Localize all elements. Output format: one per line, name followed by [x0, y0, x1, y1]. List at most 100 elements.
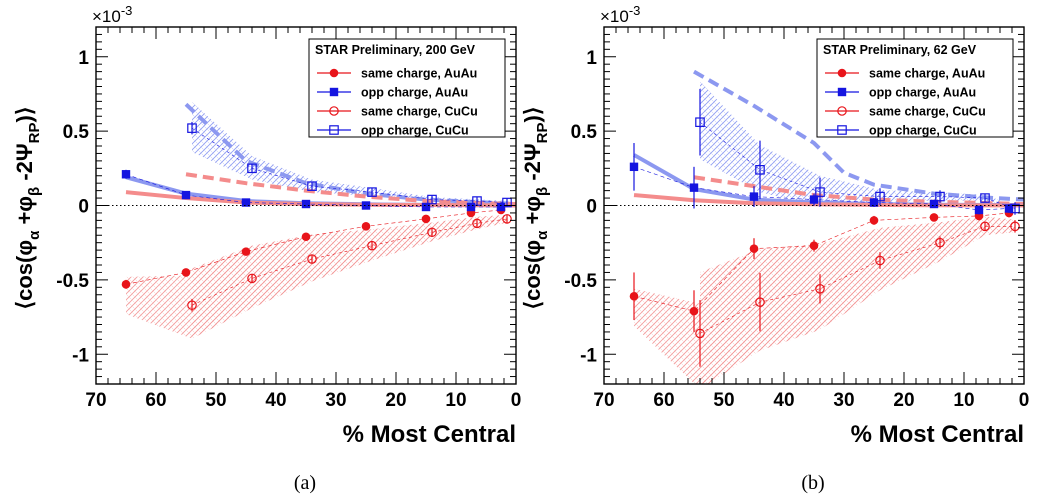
- y-tick-label: 1: [78, 48, 89, 69]
- data-point: [815, 283, 825, 294]
- data-point: [361, 201, 371, 210]
- y-tick-label: -1: [580, 345, 597, 366]
- cucu-same-band: [192, 214, 507, 339]
- x-tick-label: 40: [265, 390, 286, 411]
- data-point: [755, 165, 765, 175]
- series-same-charge-cucu: [187, 214, 512, 312]
- x-tick-label: 70: [593, 390, 614, 411]
- y-multiplier: ×10-3: [600, 3, 640, 26]
- auau-same-band: [126, 275, 192, 339]
- cucu-opp-band: [192, 101, 507, 205]
- y-tick-label: -1: [72, 345, 89, 366]
- series-line: [633, 166, 1010, 211]
- series-same-charge-cucu: [695, 220, 1020, 367]
- data-point: [121, 280, 131, 289]
- y-tick-label: 0: [78, 197, 89, 218]
- data-point: [974, 205, 984, 215]
- series-line: [125, 209, 502, 285]
- data-point: [181, 268, 191, 277]
- y-multiplier-base: ×10: [92, 7, 121, 26]
- x-axis-label: % Most Central: [343, 421, 516, 448]
- series-line: [125, 173, 501, 208]
- chart-panel-b: 70 60 50 40 30 20 10 0 -1 -0.5 0 0.5 1 ×10-3 % Most Ce…: [520, 3, 1029, 494]
- x-tick-label: 50: [205, 390, 226, 411]
- legend-marker: [837, 106, 847, 116]
- legend-marker: [837, 125, 847, 135]
- legend-box: [816, 38, 1014, 138]
- data-point: [875, 191, 885, 202]
- data-point: [689, 306, 699, 316]
- data-point: [809, 195, 819, 204]
- legend-marker: [329, 125, 339, 135]
- legend-entry: same charge, CuCu: [361, 105, 478, 119]
- data-point: [121, 170, 131, 179]
- legend-entry: same charge, CuCu: [869, 105, 986, 119]
- legend: STAR Preliminary, 62 GeV same charge, AuA…: [816, 38, 1014, 138]
- data-point: [749, 192, 759, 201]
- data-point: [1010, 221, 1020, 232]
- x-tick-label: 60: [653, 390, 674, 411]
- data-point: [247, 273, 257, 284]
- series-line: [633, 212, 1010, 312]
- x-tick-label: 50: [713, 390, 734, 411]
- auau-same-band: [634, 288, 700, 384]
- data-point: [980, 221, 990, 232]
- data-point: [935, 191, 945, 202]
- panel-caption: (b): [801, 472, 824, 494]
- cucu-opp-model-curve: [693, 69, 1024, 202]
- cucu-opp-model-curve: [184, 102, 516, 207]
- data-point: [241, 247, 251, 256]
- y-tick-label: 1: [586, 48, 597, 69]
- data-point: [421, 202, 431, 212]
- y-axis-label-part: RP: [26, 122, 43, 143]
- data-point: [502, 197, 512, 208]
- x-tick-label: 10: [953, 390, 974, 411]
- data-point: [307, 181, 317, 191]
- data-point: [361, 222, 371, 231]
- data-point: [629, 162, 639, 172]
- data-point: [247, 163, 257, 174]
- data-point: [815, 187, 825, 197]
- y-axis-label-part: )⟩: [520, 107, 545, 123]
- x-tick-label: 0: [1019, 390, 1030, 411]
- panel-caption: (a): [294, 472, 316, 494]
- y-multiplier-exponent: -3: [629, 3, 641, 18]
- data-point: [935, 237, 945, 248]
- series-opp-charge-auau: [629, 143, 1014, 215]
- data-point: [1010, 203, 1020, 214]
- y-tick-label: 0.5: [571, 122, 598, 143]
- x-tick-label: 40: [773, 390, 794, 411]
- data-point: [421, 214, 431, 224]
- x-tick-label: 0: [511, 390, 522, 411]
- data-point: [809, 241, 819, 250]
- legend-entry: opp charge, CuCu: [361, 124, 469, 138]
- data-point: [466, 202, 476, 212]
- y-tick-label: -0.5: [564, 271, 597, 292]
- legend-title: STAR Preliminary, 62 GeV: [823, 43, 977, 57]
- legend-marker: [329, 106, 339, 116]
- data-point: [187, 300, 197, 310]
- y-axis-label-part: )⟩: [12, 107, 37, 123]
- y-axis-label-part: +φ: [12, 196, 37, 231]
- legend-box: [308, 38, 506, 138]
- data-point: [749, 244, 759, 253]
- data-point: [367, 187, 377, 197]
- y-multiplier: ×10-3: [92, 3, 132, 26]
- y-axis-label: ⟨cos(φα +φβ -2ΨRP)⟩: [520, 107, 551, 310]
- y-axis-label-part: -2Ψ: [520, 143, 545, 186]
- y-axis-label-part: +φ: [520, 196, 545, 231]
- x-tick-label: 30: [325, 390, 346, 411]
- data-point: [301, 199, 311, 209]
- legend-entry: same charge, AuAu: [869, 67, 985, 81]
- data-point: [427, 227, 437, 238]
- y-axis-label: ⟨cos(φα +φβ -2ΨRP)⟩: [12, 107, 43, 310]
- data-point: [472, 218, 482, 229]
- data-point: [181, 190, 191, 200]
- x-axis-label: % Most Central: [851, 421, 1024, 448]
- y-tick-label: 0.5: [63, 122, 90, 143]
- data-point: [869, 216, 879, 225]
- series-opp-charge-cucu: [695, 88, 1020, 215]
- data-point: [496, 202, 506, 212]
- data-point: [427, 194, 437, 205]
